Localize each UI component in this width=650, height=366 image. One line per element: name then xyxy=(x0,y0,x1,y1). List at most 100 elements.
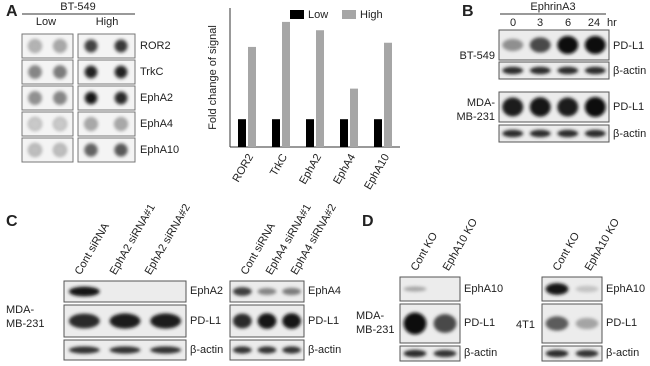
lane-label: Cont siRNA xyxy=(73,221,112,277)
band xyxy=(584,36,606,54)
band xyxy=(502,97,524,117)
dot xyxy=(28,91,42,105)
target-label: TrkC xyxy=(140,66,163,78)
cell-line-label: BT-549 xyxy=(60,1,95,13)
band xyxy=(257,346,277,354)
panel-label: D xyxy=(362,213,374,230)
dot xyxy=(84,117,98,131)
band xyxy=(403,349,427,358)
band xyxy=(109,313,141,329)
bar xyxy=(272,119,280,147)
protein-label: β-actin xyxy=(606,347,639,359)
band xyxy=(584,97,606,117)
protein-label: β-actin xyxy=(308,344,341,356)
panel-label: A xyxy=(6,3,18,20)
band xyxy=(433,314,457,333)
treatment-label: EphrinA3 xyxy=(530,1,575,13)
dot xyxy=(84,65,98,79)
bar xyxy=(238,119,246,147)
timepoint-label: 6 xyxy=(565,17,571,29)
band xyxy=(232,346,252,354)
band xyxy=(502,66,524,75)
band xyxy=(403,312,427,335)
protein-label: β-actin xyxy=(464,347,497,359)
x-tick-label: EphA2 xyxy=(297,152,324,187)
band xyxy=(529,129,551,138)
dot xyxy=(114,117,128,131)
legend-label: High xyxy=(360,9,383,21)
band xyxy=(529,66,551,75)
band xyxy=(282,313,302,329)
target-label: EphA4 xyxy=(140,118,173,130)
bar xyxy=(350,88,358,147)
protein-label: β-actin xyxy=(190,344,223,356)
protein-label: PD-L1 xyxy=(613,101,644,113)
bar xyxy=(282,21,290,147)
band xyxy=(575,349,599,358)
panel-label: B xyxy=(462,3,474,20)
timepoint-label: 0 xyxy=(510,17,516,29)
dot xyxy=(53,91,67,105)
group-label: Low xyxy=(36,16,56,28)
dot xyxy=(84,143,98,157)
bar xyxy=(374,119,382,147)
blot xyxy=(399,345,461,362)
cell-line-label: MB-231 xyxy=(356,324,395,336)
cell-line-label: MDA- xyxy=(467,97,495,109)
y-axis-label: Fold change of signal xyxy=(207,25,219,130)
protein-label: PD-L1 xyxy=(190,315,221,327)
target-label: EphA2 xyxy=(140,92,173,104)
bar xyxy=(306,119,314,147)
band xyxy=(109,346,141,354)
band xyxy=(257,288,277,295)
bar xyxy=(384,42,392,147)
dot xyxy=(28,117,42,131)
band xyxy=(232,313,252,329)
protein-label: β-actin xyxy=(613,128,646,140)
protein-label: PD-L1 xyxy=(606,317,637,329)
band xyxy=(502,129,524,138)
band xyxy=(68,313,100,329)
blot xyxy=(498,61,610,80)
band xyxy=(545,316,569,331)
x-tick-label: ROR2 xyxy=(230,152,256,184)
timepoint-label: 24 xyxy=(588,17,600,29)
band xyxy=(557,129,579,138)
band xyxy=(68,346,100,354)
dot xyxy=(53,143,67,157)
group-label: High xyxy=(96,16,119,28)
dot xyxy=(114,91,128,105)
x-tick-label: EphA10 xyxy=(362,152,392,192)
band xyxy=(545,349,569,358)
dot xyxy=(114,65,128,79)
band xyxy=(575,285,599,293)
dot xyxy=(114,39,128,53)
dot xyxy=(114,143,128,157)
band xyxy=(257,313,277,329)
band xyxy=(557,97,579,117)
band xyxy=(557,36,579,54)
band xyxy=(529,97,551,117)
protein-label: EphA10 xyxy=(606,283,645,295)
band xyxy=(282,287,302,296)
lane-label: EphA10 KO xyxy=(583,216,623,273)
band xyxy=(403,286,427,292)
cell-line-label: MDA- xyxy=(6,304,34,316)
dot xyxy=(84,91,98,105)
legend-swatch xyxy=(342,10,356,19)
target-label: EphA10 xyxy=(140,144,179,156)
cell-line-label: MDA- xyxy=(356,310,384,322)
band xyxy=(557,66,579,75)
blot xyxy=(498,124,610,143)
protein-label: PD-L1 xyxy=(613,40,644,52)
legend-swatch xyxy=(290,10,304,19)
protein-label: β-actin xyxy=(613,65,646,77)
lane-label: EphA10 KO xyxy=(441,216,481,273)
band xyxy=(502,38,524,52)
dot xyxy=(28,39,42,53)
band xyxy=(529,37,551,53)
blot xyxy=(63,280,187,303)
protein-label: EphA10 xyxy=(464,283,503,295)
legend-label: Low xyxy=(308,9,328,21)
